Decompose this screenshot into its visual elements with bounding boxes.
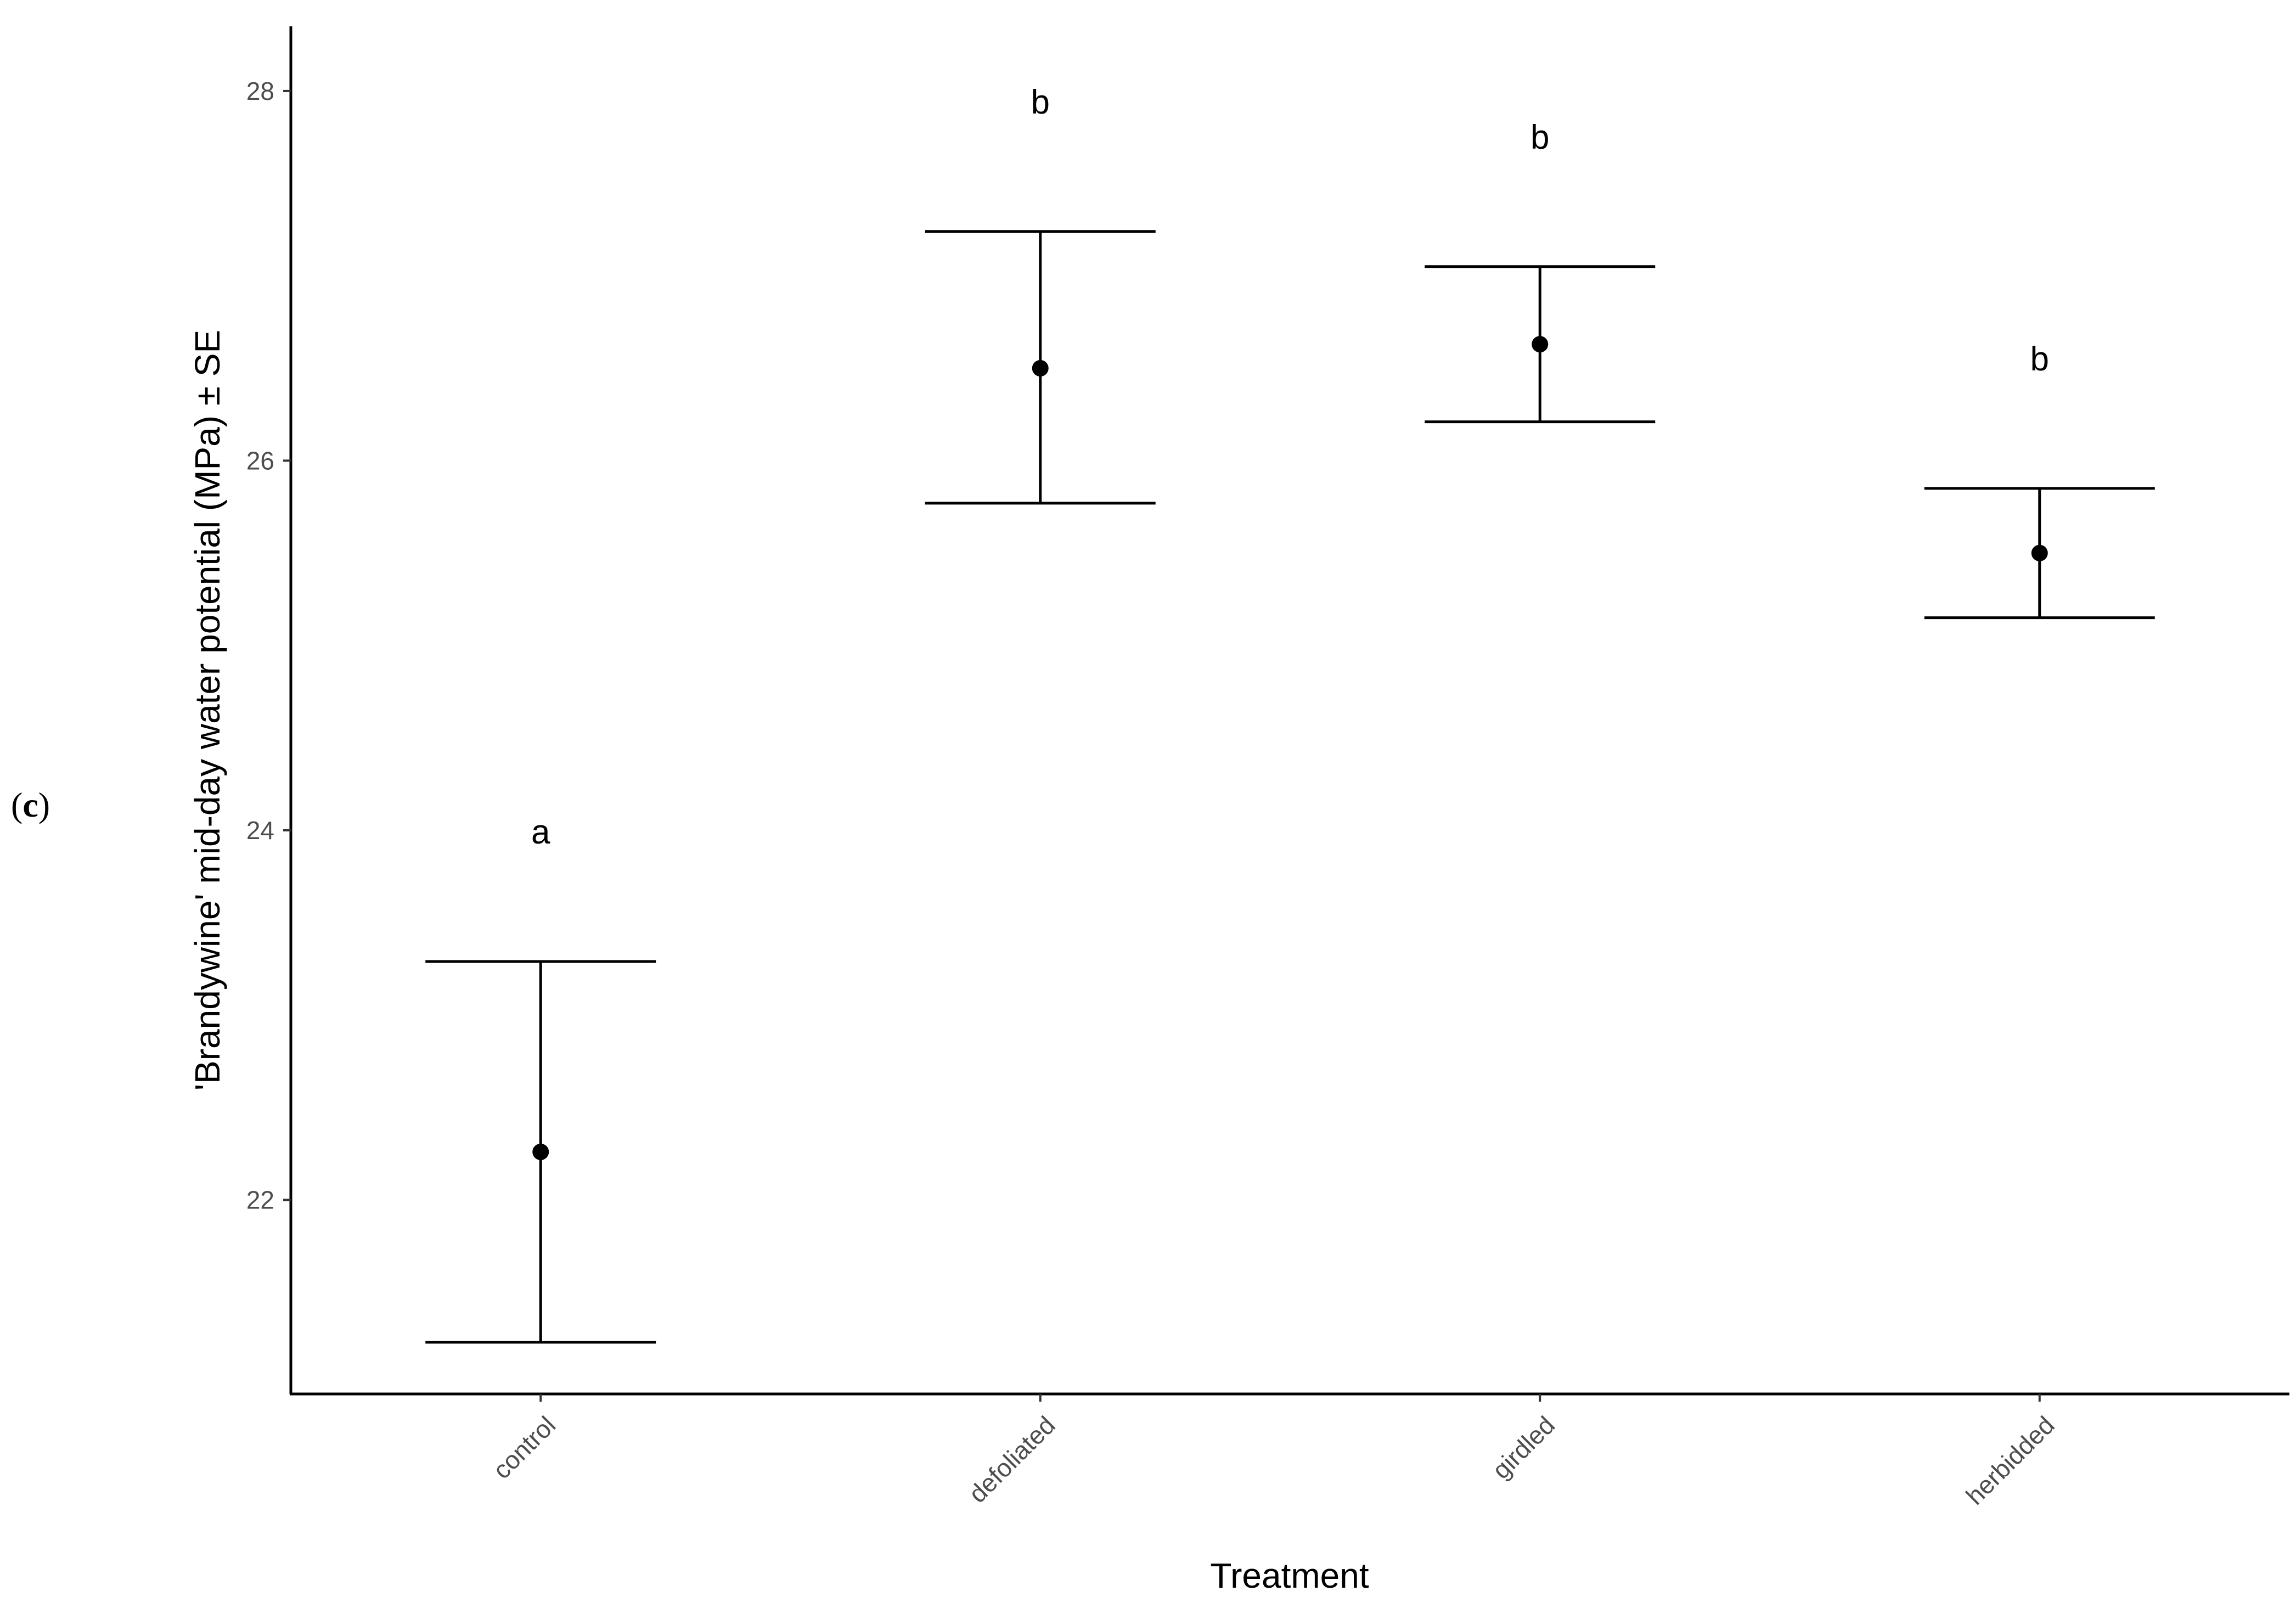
plot-area: 22 24 26 28 control defoliated girdled herbidd…	[246, 26, 2289, 1510]
significance-letter-girdled: b	[1530, 119, 1549, 156]
mean-point-herbidded	[2031, 544, 2048, 561]
panel-label: (c)	[11, 785, 50, 824]
x-tick-label: herbidded	[1960, 1410, 2059, 1510]
y-tick-label: 24	[246, 816, 274, 845]
y-axis-title: 'Brandywine' mid-day water potential (MP…	[188, 330, 227, 1090]
mean-point-girdled	[1532, 336, 1549, 353]
x-tick-label: defoliated	[963, 1410, 1061, 1508]
x-tick-label: control	[487, 1410, 561, 1484]
y-tick-label: 26	[246, 446, 274, 475]
panel-label-letter: c	[22, 785, 38, 824]
significance-letter-herbidded: b	[2030, 340, 2049, 378]
y-tick-label: 28	[246, 77, 274, 105]
mean-point-control	[532, 1143, 549, 1160]
x-tick-label: girdled	[1487, 1410, 1560, 1484]
mean-point-defoliated	[1032, 360, 1049, 376]
y-ticks: 22 24 26 28	[246, 77, 291, 1214]
y-tick-label: 22	[246, 1185, 274, 1214]
x-ticks: control defoliated girdled herbidded	[487, 1394, 2060, 1510]
data-marks: a b b b	[425, 83, 2155, 1344]
significance-letter-defoliated: b	[1031, 83, 1050, 121]
x-axis-title: Treatment	[1210, 1556, 1369, 1595]
significance-letter-control: a	[531, 813, 550, 851]
